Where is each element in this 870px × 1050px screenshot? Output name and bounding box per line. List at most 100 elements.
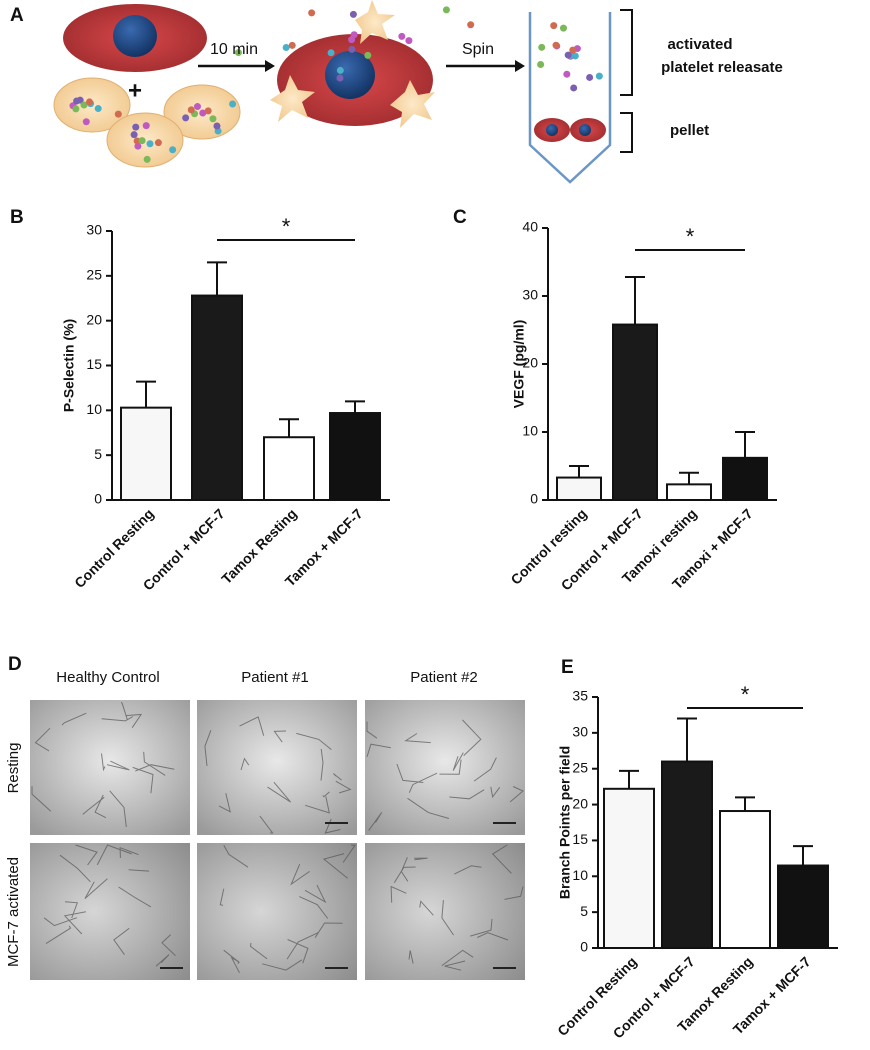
- tube-network: [31, 786, 52, 812]
- y-tick-label: 20: [572, 795, 588, 811]
- tube-network: [230, 956, 240, 974]
- tube-network: [342, 844, 356, 863]
- tube-network: [305, 796, 330, 814]
- panel-label: D: [8, 654, 22, 675]
- tube-network: [59, 854, 91, 883]
- tube-network: [314, 922, 343, 938]
- y-tick-label: 15: [572, 831, 588, 847]
- tube-network: [239, 716, 265, 736]
- y-tick-label: 20: [86, 311, 102, 327]
- tube-network: [296, 732, 332, 750]
- tube-network: [504, 886, 524, 900]
- granule: [569, 46, 577, 54]
- granule: [327, 49, 335, 57]
- tube-network: [396, 763, 424, 783]
- granule: [442, 6, 450, 14]
- tube-network: [304, 884, 327, 904]
- tube-network: [259, 815, 274, 834]
- tube-network: [204, 730, 212, 767]
- tube-network: [223, 949, 240, 965]
- tube-network: [366, 721, 378, 739]
- tube-network: [490, 786, 501, 799]
- bar: [329, 412, 381, 502]
- granule: [537, 60, 545, 68]
- tube-network: [444, 960, 466, 971]
- tube-network: [34, 727, 51, 752]
- row-header: MCF-7 activated: [5, 857, 22, 967]
- tube-label: pellet: [670, 122, 709, 139]
- tube-network: [320, 748, 324, 781]
- diagram-shapes: [53, 0, 633, 184]
- granule: [80, 101, 88, 109]
- y-axis-label: Branch Points per field: [557, 746, 573, 899]
- bar: [661, 760, 713, 949]
- granule: [288, 41, 296, 49]
- tube-network: [419, 900, 434, 916]
- y-tick-label: 15: [86, 356, 102, 372]
- tube-network: [218, 793, 231, 813]
- tube-network: [449, 789, 485, 800]
- granule: [169, 146, 177, 154]
- granule: [209, 115, 217, 123]
- tube-network: [299, 896, 329, 919]
- y-tick-label: 30: [572, 724, 588, 740]
- y-tick-label: 20: [522, 355, 538, 371]
- tube-network: [249, 942, 268, 960]
- tube-network: [64, 901, 78, 919]
- tube-network: [322, 791, 330, 798]
- granule: [336, 74, 344, 82]
- tube-network: [473, 757, 497, 782]
- granule: [132, 123, 140, 131]
- granule: [308, 9, 316, 17]
- tube-network: [273, 730, 287, 743]
- granule: [405, 37, 413, 45]
- tube-network: [109, 790, 127, 828]
- tube-network: [219, 888, 225, 906]
- column-header: Patient #2: [410, 669, 478, 686]
- tube-network: [75, 844, 98, 866]
- micrographs: [30, 700, 525, 980]
- tube-network: [393, 866, 416, 883]
- tube-network: [118, 886, 152, 908]
- panel-label: B: [10, 207, 24, 228]
- tube-network: [45, 925, 72, 945]
- tube-network: [262, 959, 303, 971]
- bar: [120, 406, 172, 502]
- granule: [154, 139, 162, 147]
- tube-network: [366, 743, 391, 758]
- y-tick-label: 30: [86, 222, 102, 238]
- y-axis-label: VEGF (pg/ml): [511, 320, 527, 409]
- granule: [538, 43, 546, 51]
- tube-network: [63, 911, 86, 935]
- y-axis-label: P-Selectin (%): [61, 319, 77, 412]
- granule: [550, 22, 558, 30]
- bar: [612, 323, 658, 501]
- panel-label: A: [10, 5, 24, 26]
- panel-label: E: [561, 657, 574, 678]
- significance-star: *: [741, 682, 750, 707]
- tube-network: [96, 844, 132, 866]
- tube-network: [491, 844, 512, 874]
- row-header: Resting: [5, 743, 22, 794]
- column-header: Healthy Control: [56, 669, 159, 686]
- y-tick-label: 10: [86, 401, 102, 417]
- tube-label: activated: [667, 36, 732, 53]
- tube-network: [143, 751, 166, 776]
- tube-network: [439, 759, 462, 775]
- granule: [467, 21, 475, 29]
- tube-network: [470, 918, 493, 937]
- granule: [348, 45, 356, 53]
- tube-network: [462, 719, 482, 756]
- significance-star: *: [686, 224, 695, 249]
- granule: [213, 122, 221, 130]
- tube-network: [332, 773, 342, 781]
- granule: [204, 107, 212, 115]
- granule: [552, 41, 560, 49]
- granule: [73, 97, 81, 105]
- y-tick-label: 0: [580, 939, 588, 955]
- granule: [398, 32, 406, 40]
- y-tick-label: 0: [94, 491, 102, 507]
- tube-network: [106, 760, 130, 771]
- tube-network: [286, 932, 319, 960]
